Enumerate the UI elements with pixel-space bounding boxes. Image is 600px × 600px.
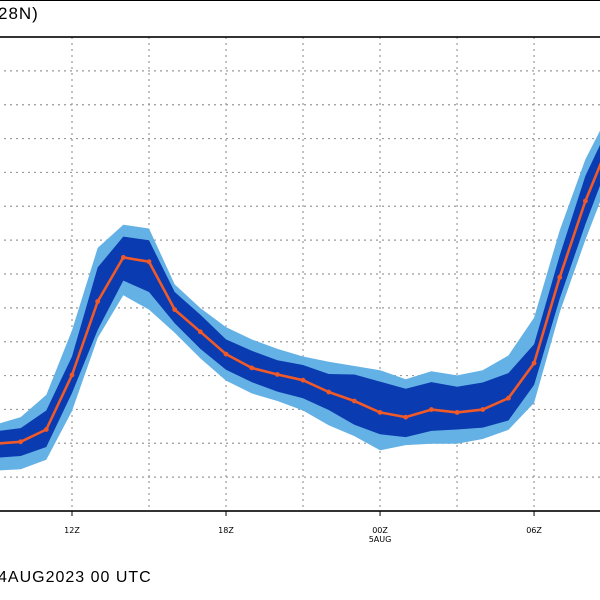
x-tick-label: 06Z <box>526 526 542 535</box>
initialization-time-label: 4AUG2023 00 UTC <box>0 569 152 586</box>
chart-header-title: 28N) <box>0 4 39 23</box>
mean-data-point <box>531 360 537 366</box>
uncertainty-bands <box>0 130 600 471</box>
mean-data-point <box>557 274 563 280</box>
plot-frame <box>0 0 600 512</box>
mean-data-point <box>326 389 332 395</box>
mean-data-point <box>403 414 409 420</box>
mean-data-point <box>480 407 486 412</box>
mean-data-point <box>454 410 460 415</box>
mean-data-point <box>120 255 126 260</box>
mean-data-point <box>351 398 357 404</box>
x-tick-sublabel: 5AUG <box>369 535 392 544</box>
mean-data-point <box>223 351 229 357</box>
mean-data-point <box>197 329 203 335</box>
mean-data-point <box>583 198 588 204</box>
gridlines <box>0 37 600 511</box>
mean-data-point <box>69 372 75 378</box>
mean-data-point <box>505 395 511 401</box>
mean-data-point <box>95 299 101 304</box>
mean-data-point <box>146 259 152 265</box>
mean-data-point <box>172 307 178 312</box>
mean-data-point <box>300 377 306 383</box>
plot-border <box>0 36 600 512</box>
x-tick-label: 12Z <box>64 526 80 535</box>
mean-data-point <box>43 427 49 432</box>
x-tick-label: 18Z <box>218 526 234 535</box>
inner-uncertainty-band <box>0 144 600 458</box>
mean-data-point <box>377 410 383 415</box>
x-tick-label: 00Z <box>372 526 388 535</box>
mean-data-point <box>249 365 255 371</box>
mean-data-point <box>18 439 24 445</box>
mean-line-layer <box>0 162 600 445</box>
mean-data-point <box>274 372 280 377</box>
mean-data-point <box>428 407 434 412</box>
